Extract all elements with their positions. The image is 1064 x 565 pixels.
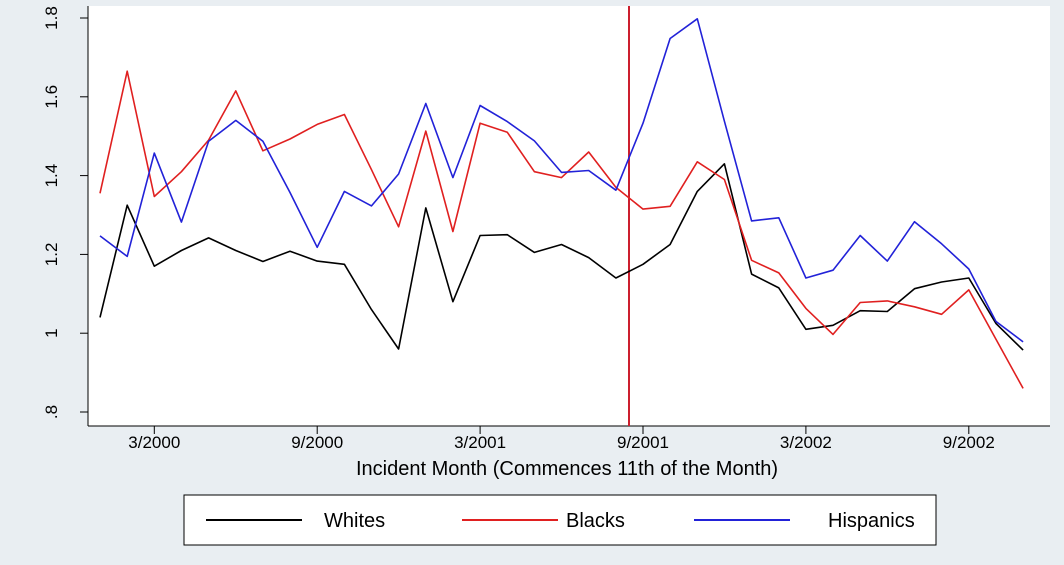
- y-tick-label: .8: [42, 405, 61, 419]
- y-tick-label: 1.8: [42, 6, 61, 30]
- y-tick-label: 1.4: [42, 164, 61, 188]
- x-tick-label: 9/2001: [617, 433, 669, 452]
- y-tick-label: 1.6: [42, 85, 61, 109]
- series-lines: [99, 17, 1024, 389]
- legend: Whites Blacks Hispanics: [206, 510, 915, 532]
- legend-label-whites: Whites: [324, 510, 385, 532]
- legend-label-blacks: Blacks: [566, 510, 625, 532]
- series-line-hispanics: [99, 17, 1024, 343]
- x-axis: 3/2000 9/2000 3/2001 9/2001 3/2002 9/2002: [88, 425, 1050, 452]
- series-line-whites: [99, 163, 1024, 351]
- legend-box: [183, 494, 937, 546]
- x-tick-label: 3/2002: [780, 433, 832, 452]
- legend-label-hispanics: Hispanics: [828, 510, 915, 532]
- y-axis: .8 1 1.2 1.4 1.6 1.8: [42, 6, 89, 426]
- plot-area: [88, 6, 1050, 426]
- series-line-blacks: [99, 70, 1024, 389]
- x-tick-label: 9/2000: [291, 433, 343, 452]
- y-tick-label: 1.2: [42, 243, 61, 267]
- x-tick-label: 9/2002: [943, 433, 995, 452]
- x-tick-label: 3/2001: [454, 433, 506, 452]
- x-tick-label: 3/2000: [128, 433, 180, 452]
- y-tick-label: 1: [42, 328, 61, 337]
- x-axis-title: Incident Month (Commences 11th of the Mo…: [356, 458, 778, 480]
